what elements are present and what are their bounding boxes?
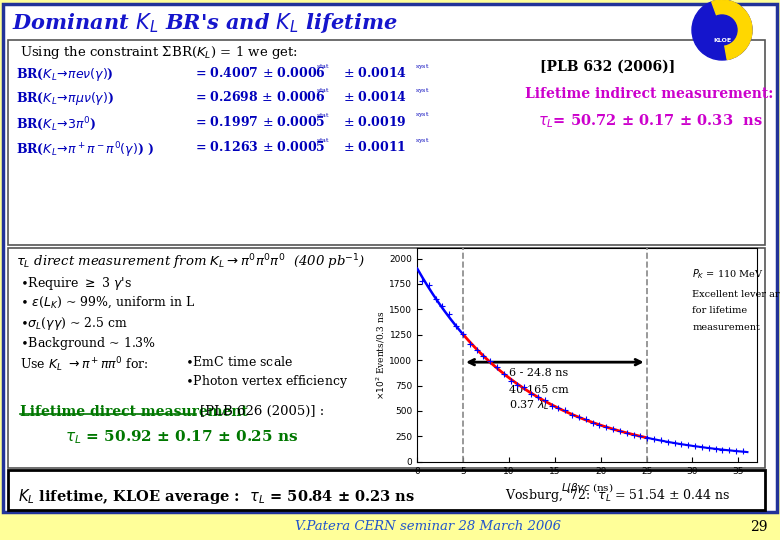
Text: [PLB 632 (2006)]: [PLB 632 (2006)] <box>540 60 675 74</box>
Text: $\bullet$Photon vertex efficiency: $\bullet$Photon vertex efficiency <box>185 373 349 390</box>
Text: 29: 29 <box>750 520 768 534</box>
Text: $\pm$ 0.0019: $\pm$ 0.0019 <box>343 115 406 129</box>
Text: $\tau_L$= 50.72 ± 0.17 ± 0.33  ns: $\tau_L$= 50.72 ± 0.17 ± 0.33 ns <box>538 112 763 130</box>
Text: $_{\mathregular{stat}}$: $_{\mathregular{stat}}$ <box>316 111 330 120</box>
Text: 40-165 cm: 40-165 cm <box>509 384 569 395</box>
Text: $\tau_L$ = 50.92 ± 0.17 ± 0.25 ns: $\tau_L$ = 50.92 ± 0.17 ± 0.25 ns <box>65 428 299 446</box>
Text: = 0.1263 $\pm$ 0.0005: = 0.1263 $\pm$ 0.0005 <box>195 140 326 154</box>
Text: $\bullet$EmC time scale: $\bullet$EmC time scale <box>185 355 293 369</box>
Text: $_{\mathregular{syst}}$: $_{\mathregular{syst}}$ <box>415 111 430 120</box>
Wedge shape <box>711 0 752 59</box>
Text: Lifetime direct measurement: Lifetime direct measurement <box>20 405 248 419</box>
Text: $\pm$ 0.0014: $\pm$ 0.0014 <box>343 66 407 80</box>
Text: $\bullet$Require $\geq$ 3 $\gamma$'s: $\bullet$Require $\geq$ 3 $\gamma$'s <box>20 275 132 292</box>
Text: = 0.4007 $\pm$ 0.0006: = 0.4007 $\pm$ 0.0006 <box>195 66 326 80</box>
Text: Excellent lever arm: Excellent lever arm <box>693 290 780 299</box>
Circle shape <box>707 15 737 45</box>
Text: BR($K_L\!\to\!3\pi^0$): BR($K_L\!\to\!3\pi^0$) <box>16 115 128 133</box>
Text: Using the constraint ΣBR($K_L$) = 1 we get:: Using the constraint ΣBR($K_L$) = 1 we g… <box>20 44 298 61</box>
Text: [PLB 626 (2005)] :: [PLB 626 (2005)] : <box>200 405 324 418</box>
Text: 6 - 24.8 ns: 6 - 24.8 ns <box>509 368 569 379</box>
Text: for lifetime: for lifetime <box>693 306 747 315</box>
Text: Lifetime indirect measurement:: Lifetime indirect measurement: <box>525 87 774 101</box>
Y-axis label: $\times10^2$ Events/0.3 ns: $\times10^2$ Events/0.3 ns <box>374 310 387 400</box>
Text: $\bullet\sigma_L$($\gamma\gamma$) ~ 2.5 cm: $\bullet\sigma_L$($\gamma\gamma$) ~ 2.5 … <box>20 315 128 332</box>
Text: KLOE: KLOE <box>713 37 731 43</box>
Text: Use $K_L$ $\to\pi^+\pi\pi^0$ for:: Use $K_L$ $\to\pi^+\pi\pi^0$ for: <box>20 355 149 374</box>
Text: $\bullet$ $\varepsilon$($L_K$) ~ 99%, uniform in L: $\bullet$ $\varepsilon$($L_K$) ~ 99%, un… <box>20 295 196 310</box>
Text: $_{\mathregular{syst}}$: $_{\mathregular{syst}}$ <box>415 62 430 71</box>
Bar <box>8 470 765 510</box>
Text: $_{\mathregular{stat}}$: $_{\mathregular{stat}}$ <box>316 62 330 71</box>
Text: $P_K$ = 110 MeV: $P_K$ = 110 MeV <box>693 267 764 281</box>
Text: $_{\mathregular{syst}}$: $_{\mathregular{syst}}$ <box>415 86 430 96</box>
Text: V.Patera CERN seminar 28 March 2006: V.Patera CERN seminar 28 March 2006 <box>295 520 561 533</box>
Text: Dominant $\mathit{K_L}$ BR's and $\mathit{K_L}$ lifetime: Dominant $\mathit{K_L}$ BR's and $\mathi… <box>12 11 398 35</box>
Text: $\tau_L$ direct measurement from $K_L \to \pi^0\pi^0\pi^0$  (400 pb$^{-1}$): $\tau_L$ direct measurement from $K_L \t… <box>16 252 366 272</box>
Text: $K_L$ lifetime, KLOE average :  $\tau_L$ = 50.84 ± 0.23 ns: $K_L$ lifetime, KLOE average : $\tau_L$ … <box>18 487 415 506</box>
X-axis label: $L/\beta\gamma c$ (ns): $L/\beta\gamma c$ (ns) <box>561 481 613 495</box>
Text: $_{\mathregular{syst}}$: $_{\mathregular{syst}}$ <box>415 136 430 145</box>
Bar <box>8 248 765 468</box>
Text: BR($K_L\!\to\!\pi e\nu(\gamma)$): BR($K_L\!\to\!\pi e\nu(\gamma)$) <box>16 66 115 83</box>
Text: $\pm$ 0.0011: $\pm$ 0.0011 <box>343 140 406 154</box>
Text: $\bullet$Background ~ 1.3%: $\bullet$Background ~ 1.3% <box>20 335 156 352</box>
Text: = 0.2698 $\pm$ 0.0006: = 0.2698 $\pm$ 0.0006 <box>195 90 325 104</box>
Text: Vosburg, '72:  $\tau_L$ = 51.54 ± 0.44 ns: Vosburg, '72: $\tau_L$ = 51.54 ± 0.44 ns <box>505 487 731 504</box>
Bar <box>8 40 765 245</box>
Text: BR($K_L\!\to\!\pi^+\pi^-\pi^0(\gamma)$) ): BR($K_L\!\to\!\pi^+\pi^-\pi^0(\gamma)$) … <box>16 140 154 160</box>
Text: measurement: measurement <box>693 323 760 332</box>
Text: $\pm$ 0.0014: $\pm$ 0.0014 <box>343 90 407 104</box>
Text: = 0.1997 $\pm$ 0.0005: = 0.1997 $\pm$ 0.0005 <box>195 115 326 129</box>
Text: $_{\mathregular{stat}}$: $_{\mathregular{stat}}$ <box>316 136 330 145</box>
Text: $_{\mathregular{stat}}$: $_{\mathregular{stat}}$ <box>316 86 330 95</box>
Circle shape <box>692 0 752 60</box>
Text: BR($K_L\!\to\!\pi\mu\nu(\gamma)$): BR($K_L\!\to\!\pi\mu\nu(\gamma)$) <box>16 90 115 107</box>
Text: 0.37 $\lambda_L$: 0.37 $\lambda_L$ <box>509 398 550 411</box>
